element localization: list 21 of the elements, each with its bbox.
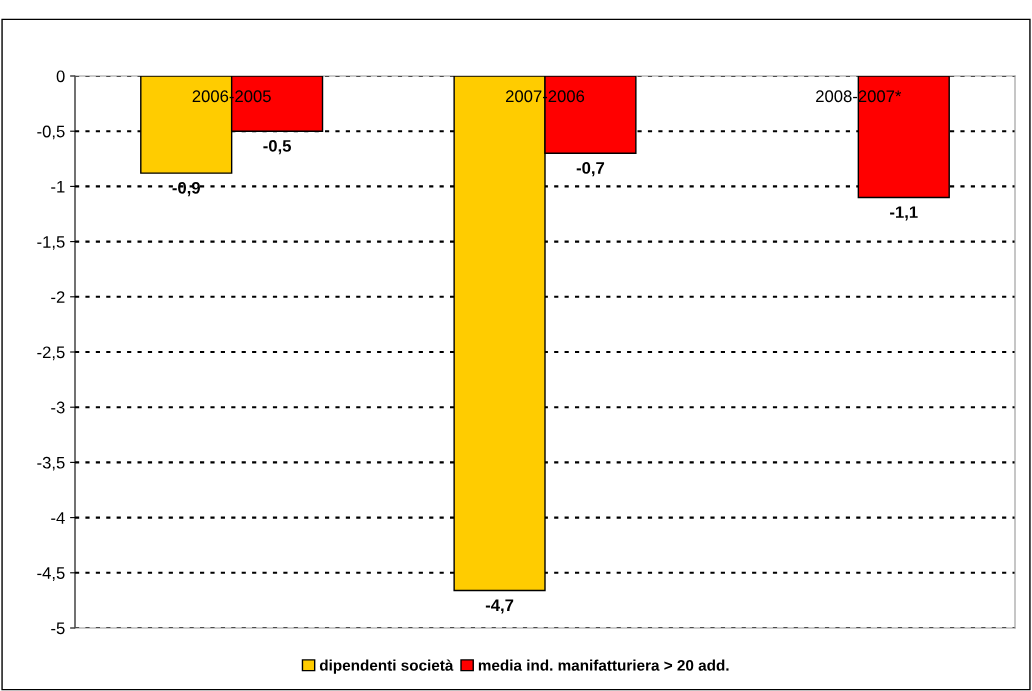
y-tick-label: -4,5 [37,567,65,581]
data-label: -0,9 [172,181,200,197]
data-label: -0,5 [263,139,291,155]
data-label: -4,7 [485,599,514,614]
x-tick-label: 2008-2007* [816,90,902,103]
y-tick-label: -1,5 [37,236,65,250]
y-tick-label: -0,5 [37,125,65,140]
y-tick-label: -2 [51,291,65,303]
y-tick-label: 0 [56,70,65,83]
y-tick-label: -3,5 [37,456,65,471]
y-tick-label: -3 [51,401,65,414]
x-tick-label: 2006-2005 [192,90,271,103]
legend-label: dipendenti società [319,659,454,674]
y-tick-label: -2,5 [37,346,65,361]
y-tick-label: -1 [51,180,65,193]
data-label: -1,1 [890,206,918,221]
legend-label: media ind. manifatturiera > 20 add. [478,659,729,671]
data-label: -0,7 [576,162,605,177]
x-tick-label: 2007-2006 [505,90,585,103]
y-tick-label: -5 [51,622,65,635]
y-tick-label: -4 [51,512,65,524]
